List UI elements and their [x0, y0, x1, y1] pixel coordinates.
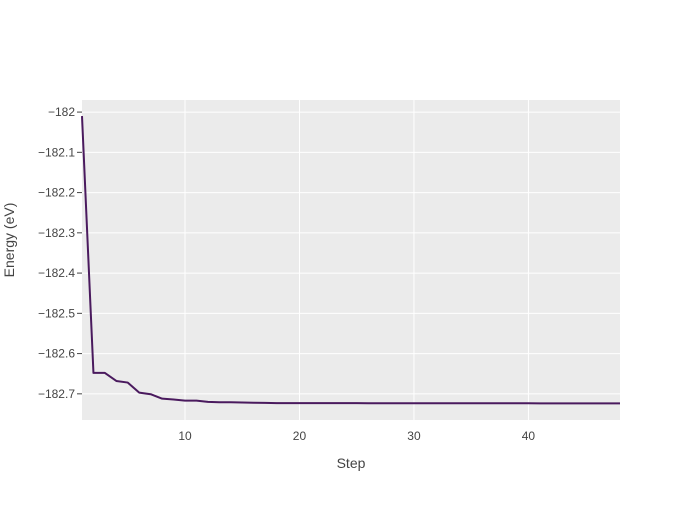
x-axis-title: Step: [337, 455, 366, 471]
y-tick-label: −182.1: [38, 145, 75, 159]
y-gridlines: [77, 111, 620, 395]
x-tick-label: 10: [178, 429, 192, 443]
x-tick-labels: 10 20 30 40: [178, 429, 535, 443]
x-tick-label: 40: [522, 429, 536, 443]
y-tick-label: −182.3: [38, 226, 75, 240]
x-tick-label: 30: [407, 429, 421, 443]
x-gridlines: [184, 100, 529, 420]
y-axis-title: Energy (eV): [1, 203, 17, 278]
series-line: [81, 116, 620, 405]
y-tick-label: −182.5: [38, 306, 75, 320]
y-tick-label: −182.2: [38, 186, 75, 200]
y-tick-label: −182.4: [38, 266, 75, 280]
y-tick-label: −182.7: [38, 387, 75, 401]
x-tick-label: 20: [293, 429, 307, 443]
y-tick-label: −182.6: [38, 347, 75, 361]
y-tick-labels: −182 −182.1 −182.2 −182.3 −182.4 −182.5 −182.6…: [38, 105, 75, 401]
y-tick-label: −182: [48, 105, 75, 119]
series-layer: [81, 116, 620, 405]
plot-background: [82, 100, 620, 420]
